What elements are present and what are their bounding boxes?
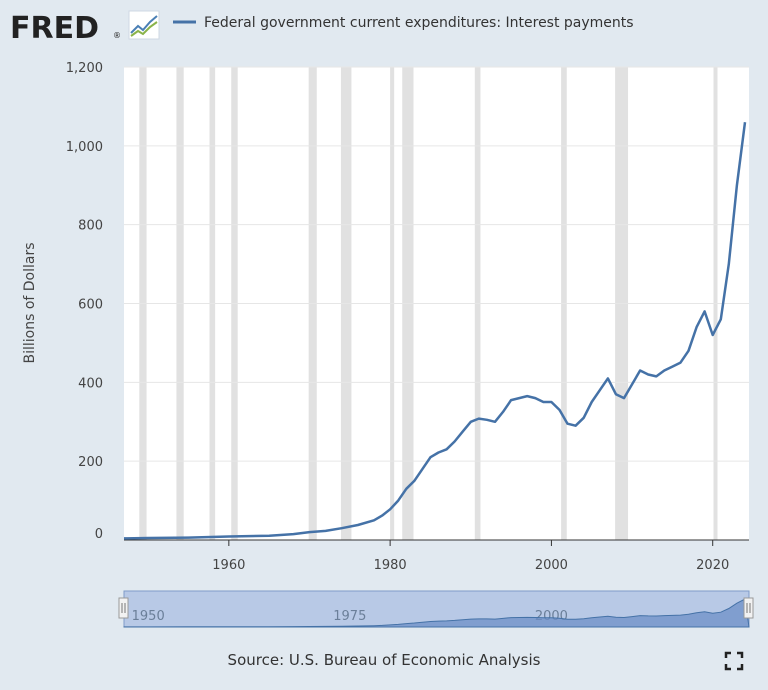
y-tick-label: 800	[78, 219, 103, 234]
navigator-handle-left[interactable]	[118, 597, 129, 619]
y-axis-ticks: 0 200 400 600 800 1,000 1,200	[66, 61, 103, 542]
range-navigator[interactable]: 1950 1975 2000	[118, 590, 754, 628]
navigator-series-area	[123, 598, 750, 628]
navigator-tick-label: 1975	[333, 609, 366, 624]
legend[interactable]: Federal government current expenditures:…	[173, 15, 634, 31]
x-tick-label: 2000	[535, 558, 568, 573]
y-tick-label: 1,200	[66, 61, 103, 76]
x-tick-label: 1980	[374, 558, 407, 573]
navigator-handle-right[interactable]	[743, 597, 754, 619]
x-tick-label: 1960	[212, 558, 245, 573]
y-tick-label: 1,000	[66, 140, 103, 155]
source-note: Source: U.S. Bureau of Economic Analysis	[227, 651, 541, 669]
x-axis-ticks: 1960 1980 2000 2020	[212, 540, 729, 573]
grid-lines	[124, 66, 749, 462]
navigator-tick-label: 1950	[132, 609, 165, 624]
series-line[interactable]	[123, 122, 747, 540]
y-tick-label: 0	[95, 527, 103, 542]
x-tick-label: 2020	[696, 558, 729, 573]
fullscreen-icon[interactable]	[724, 651, 744, 671]
trend-graph-icon	[128, 10, 160, 40]
y-axis-title: Billions of Dollars	[22, 242, 38, 363]
y-tick-label: 200	[78, 455, 103, 470]
legend-label: Federal government current expenditures:…	[204, 15, 634, 31]
y-tick-label: 400	[78, 376, 103, 391]
y-tick-label: 600	[78, 298, 103, 313]
fred-logo[interactable]: FRED ®	[10, 10, 160, 46]
logo-registered: ®	[113, 31, 121, 40]
logo-text: FRED	[10, 11, 99, 46]
